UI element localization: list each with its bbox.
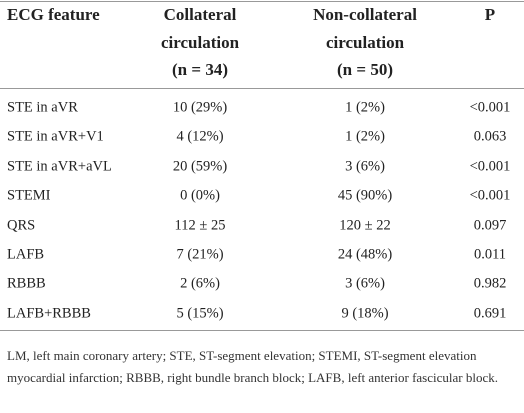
table-cell: 1 (2%): [345, 99, 385, 116]
table-cell: 4 (12%): [176, 128, 224, 145]
table-cell: 7 (21%): [176, 246, 224, 263]
table-cell: STE in aVR+aVL: [7, 158, 112, 175]
header-cell: Non-collateral: [313, 5, 417, 24]
table-cell: 0.982: [473, 275, 507, 292]
header-cell: (n = 50): [337, 60, 393, 79]
table-cell: 0.097: [473, 217, 507, 234]
table-cell: STE in aVR+V1: [7, 128, 104, 145]
footnote: LM, left main coronary artery; STE, ST-s…: [7, 348, 498, 385]
header-cell: ECG feature: [7, 5, 100, 24]
header-cell: circulation: [325, 32, 405, 52]
table-cell: 0.691: [473, 305, 507, 322]
table-cell: 45 (90%): [337, 187, 393, 204]
header-cell: circulation: [160, 32, 240, 52]
table-cell: RBBB: [7, 275, 46, 292]
table-cell: 0.011: [473, 246, 507, 263]
table-cell: LAFB: [7, 246, 45, 263]
header-cell: Collateral: [163, 5, 237, 24]
table-cell: 120 ± 22: [339, 217, 391, 234]
table-cell: 0 (0%): [180, 187, 220, 204]
table-cell: 112 ± 25: [174, 217, 226, 234]
table-cell: 3 (6%): [345, 275, 385, 292]
table-cell: 5 (15%): [176, 305, 224, 322]
table-cell: <0.001: [469, 99, 511, 116]
table-cell: 1 (2%): [345, 128, 385, 145]
table-cell: 24 (48%): [337, 246, 393, 263]
header-cell: (n = 34): [172, 60, 228, 79]
table-cell: STEMI: [7, 187, 51, 204]
table-cell: <0.001: [469, 158, 511, 175]
top-rule: [0, 1, 524, 2]
bottom-rule: [0, 330, 524, 331]
table-cell: <0.001: [469, 187, 511, 204]
table-cell: LAFB+RBBB: [7, 305, 91, 322]
table-cell: 3 (6%): [345, 158, 385, 175]
header-rule: [0, 88, 524, 89]
table-cell: QRS: [7, 217, 36, 234]
table-cell: 10 (29%): [172, 99, 228, 116]
table-cell: 0.063: [473, 128, 507, 145]
header-cell: P: [484, 5, 496, 24]
table-cell: 9 (18%): [341, 305, 389, 322]
table-cell: STE in aVR: [7, 99, 78, 116]
table-cell: 20 (59%): [172, 158, 228, 175]
table-cell: 2 (6%): [180, 275, 220, 292]
